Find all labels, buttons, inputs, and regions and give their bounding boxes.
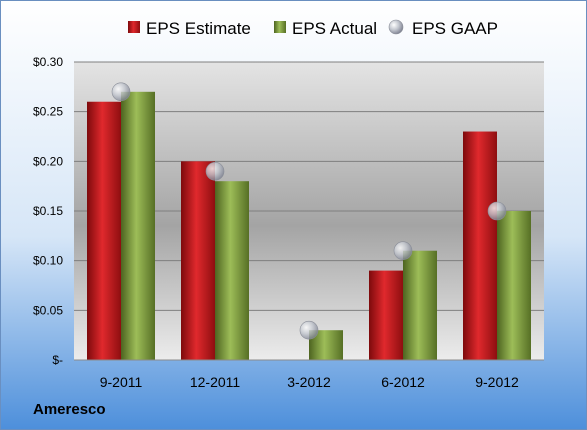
x-tick-label: 3-2012 — [287, 374, 331, 390]
x-axis-tick-labels: 9-2011 12-2011 3-2012 6-2012 9-2012 — [100, 374, 519, 390]
x-tick-label: 12-2011 — [190, 374, 241, 390]
legend-swatch-estimate — [128, 21, 140, 33]
legend-item-eps-actual: EPS Actual — [274, 19, 377, 38]
y-tick-label: $0.05 — [33, 303, 63, 317]
gaap-point — [299, 320, 319, 340]
gaap-points — [111, 82, 507, 340]
gaap-point — [487, 201, 507, 221]
company-name: Ameresco — [33, 401, 106, 418]
legend-label-actual: EPS Actual — [292, 19, 377, 38]
bar-estimate — [87, 101, 121, 360]
gaap-point — [111, 82, 131, 102]
legend-label-gaap: EPS GAAP — [412, 19, 498, 38]
legend-label-estimate: EPS Estimate — [146, 19, 251, 38]
y-tick-label: $0.25 — [33, 105, 63, 119]
bar-actual — [121, 91, 155, 361]
bars — [87, 91, 531, 361]
bar-actual — [403, 250, 437, 360]
y-axis-tick-labels: $- $0.05 $0.10 $0.15 $0.20 $0.25 $0.30 — [33, 55, 63, 367]
y-tick-label: $- — [52, 353, 63, 367]
bar-estimate — [369, 270, 403, 360]
legend: EPS Estimate EPS Actual EPS GAAP — [128, 19, 498, 38]
x-tick-label: 9-2011 — [100, 374, 143, 390]
legend-item-eps-gaap: EPS GAAP — [388, 19, 498, 38]
legend-item-eps-estimate: EPS Estimate — [128, 19, 251, 38]
y-tick-label: $0.10 — [33, 254, 63, 268]
x-tick-label: 9-2012 — [475, 374, 519, 390]
legend-swatch-gaap — [388, 19, 404, 35]
gaap-point — [205, 161, 225, 181]
legend-swatch-actual — [274, 21, 286, 33]
bar-actual — [215, 181, 249, 360]
gaap-point — [393, 241, 413, 261]
bar-actual — [497, 211, 531, 360]
y-tick-label: $0.15 — [33, 204, 63, 218]
x-tick-label: 6-2012 — [381, 374, 425, 390]
y-tick-label: $0.30 — [33, 55, 63, 69]
bar-estimate — [181, 161, 215, 360]
y-tick-label: $0.20 — [33, 154, 63, 168]
bar-estimate — [463, 131, 497, 360]
